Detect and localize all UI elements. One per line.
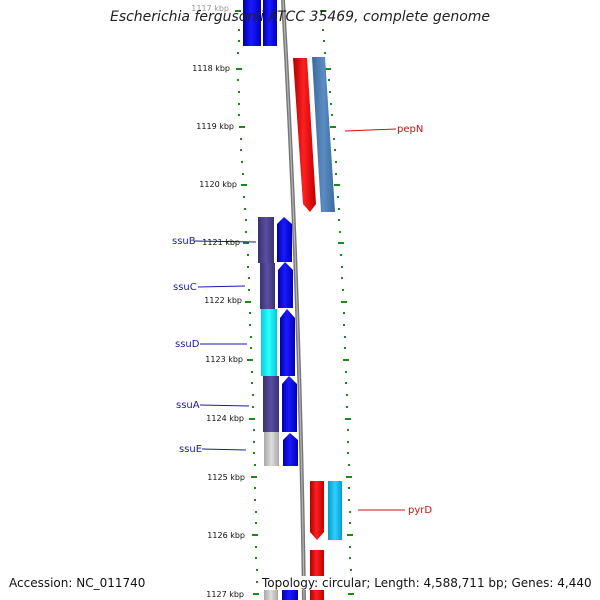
gene-pepN-related[interactable] (312, 57, 335, 212)
outer-ticks-right (322, 29, 352, 583)
scale-label: 1118 kbp (192, 64, 230, 73)
gene-ssuE-related[interactable] (264, 432, 279, 466)
scale-label: 1125 kbp (207, 473, 245, 482)
gene-pyrD-related[interactable] (328, 481, 342, 540)
gene-ssuA-related[interactable] (263, 376, 279, 432)
gene-pyrD[interactable] (310, 481, 342, 540)
gene-ssuD[interactable] (261, 309, 295, 376)
gene-ssuE[interactable] (264, 432, 298, 466)
scale-label: 1120 kbp (199, 180, 237, 189)
gene-label-ssuA[interactable]: ssuA (176, 400, 200, 411)
gene-pepN-arrow[interactable] (293, 58, 316, 212)
gene-label-pyrD[interactable]: pyrD (408, 505, 432, 516)
gene-label-ssuC[interactable]: ssuC (173, 282, 197, 293)
gene-ssuA[interactable] (263, 376, 297, 432)
genome-backbone-highlight (282, 0, 305, 600)
scale-label: 1117 kbp (191, 4, 229, 13)
scale-label: 1119 kbp (196, 122, 234, 131)
gene-ssuC-related[interactable] (260, 263, 275, 309)
gene-label-ssuB[interactable]: ssuB (172, 236, 196, 247)
gene-ssuC[interactable] (260, 262, 293, 309)
accession-label: Accession: NC_011740 (9, 576, 146, 590)
scale-label: 1122 kbp (204, 296, 242, 305)
major-ticks-right (320, 10, 354, 595)
gene-ssuB[interactable] (258, 217, 292, 263)
gene-label-ssuD[interactable]: ssuD (175, 339, 200, 350)
major-ticks-left (235, 10, 259, 595)
scale-label: 1124 kbp (206, 414, 244, 423)
gene-labels: pepN ssuB ssuC ssuD ssuA ssuE pyrD (172, 124, 432, 516)
partial-forward-genes-top (243, 0, 277, 46)
gene-ssuE-arrow[interactable] (283, 433, 298, 466)
scale-label: 1127 kbp (206, 590, 244, 599)
scale-label: 1126 kbp (207, 531, 245, 540)
outer-ticks-left (237, 29, 258, 583)
scale-label: 1123 kbp (205, 355, 243, 364)
genome-summary: Topology: circular; Length: 4,588,711 bp… (260, 576, 592, 590)
scale-labels: 1117 kbp 1118 kbp 1119 kbp 1120 kbp 1121… (191, 4, 245, 599)
gene-ssuB-arrow[interactable] (277, 217, 292, 262)
gene-ssuA-arrow[interactable] (282, 376, 297, 432)
gene-pyrD-arrow[interactable] (310, 481, 324, 540)
gene-label-ssuE[interactable]: ssuE (179, 444, 202, 455)
gene-ssuD-related[interactable] (261, 309, 277, 376)
partial-genes-bottom (264, 550, 324, 600)
gene-pepN[interactable] (293, 57, 335, 212)
label-leader-lines (193, 128, 405, 511)
genome-title: Escherichia fergusonii ATCC 35469, compl… (109, 9, 491, 25)
scale-label: 1121 kbp (202, 238, 240, 247)
gene-ssuB-related[interactable] (258, 217, 274, 263)
gene-ssuD-arrow[interactable] (280, 309, 295, 376)
gene-ssuC-arrow[interactable] (278, 262, 293, 308)
gene-label-pepN[interactable]: pepN (397, 124, 423, 135)
